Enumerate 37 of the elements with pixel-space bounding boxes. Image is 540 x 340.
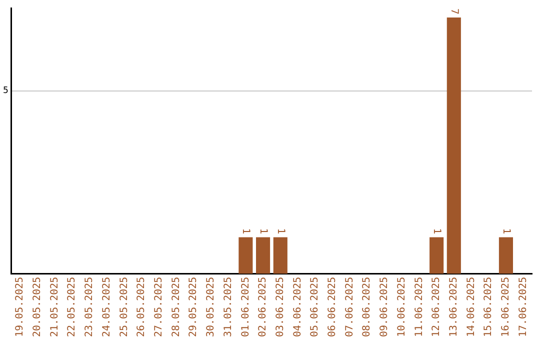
x-tick-label: 16.06.2025	[500, 276, 512, 338]
x-tick-label: 20.05.2025	[32, 276, 44, 338]
data-label: 1	[257, 228, 268, 234]
x-tick-label: 01.06.2025	[240, 276, 252, 338]
x-tick-label: 25.05.2025	[118, 276, 130, 338]
data-label: 1	[240, 228, 252, 234]
x-tick-label: 08.06.2025	[362, 276, 373, 338]
x-tick-label: 21.05.2025	[49, 276, 60, 338]
data-label: 7	[448, 8, 460, 15]
x-tick-label: 23.05.2025	[84, 276, 96, 338]
x-tick-label: 07.06.2025	[344, 276, 356, 338]
x-tick-label: 15.06.2025	[483, 276, 494, 338]
y-tick-label: 5	[2, 86, 8, 96]
x-tick-label: 17.06.2025	[518, 276, 529, 338]
x-tick-label: 24.05.2025	[101, 276, 112, 338]
x-tick-label: 11.06.2025	[414, 276, 425, 338]
x-tick-label: 04.06.2025	[292, 276, 304, 338]
x-tick-label: 09.06.2025	[379, 276, 390, 338]
x-tick-label: 28.05.2025	[170, 276, 182, 338]
x-tick-label: 30.05.2025	[206, 276, 217, 338]
x-tick-label: 26.05.2025	[136, 276, 148, 338]
x-tick-label: 03.06.2025	[274, 276, 286, 338]
x-tick-label: 29.05.2025	[188, 276, 200, 338]
x-tick-label: 10.06.2025	[396, 276, 408, 338]
x-tick-label: 27.05.2025	[154, 276, 165, 338]
x-tick-label: 06.06.2025	[327, 276, 338, 338]
x-tick-label: 02.06.2025	[258, 276, 269, 338]
data-label: 1	[500, 228, 512, 234]
x-tick-label: 05.06.2025	[310, 276, 321, 338]
x-tick-label: 12.06.2025	[431, 276, 442, 338]
x-tick-label: 14.06.2025	[466, 276, 477, 338]
x-tick-label: 31.05.2025	[222, 276, 234, 338]
x-tick-label: 13.06.2025	[448, 276, 460, 338]
data-label: 1	[430, 228, 442, 234]
x-tick-label: 19.05.2025	[14, 276, 26, 338]
x-tick-label: 22.05.2025	[66, 276, 78, 338]
data-label: 1	[274, 228, 286, 234]
